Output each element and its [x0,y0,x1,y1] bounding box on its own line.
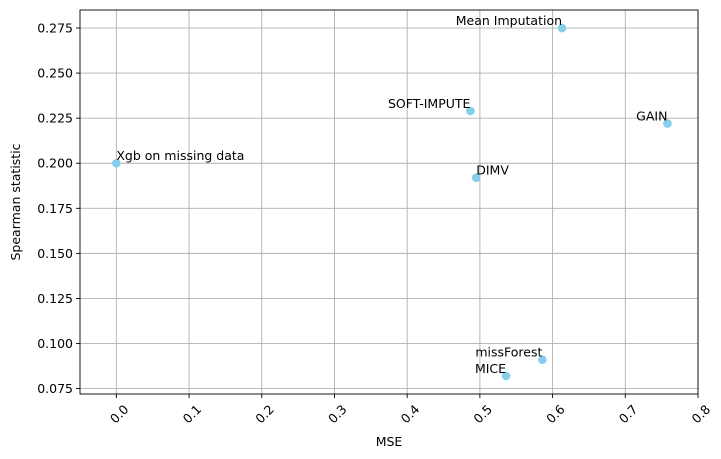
x-axis-ticks: 0.0 0.1 0.2 0.3 0.4 0.5 0.6 0.7 0.8 [107,394,713,426]
data-point [557,23,567,33]
x-tick-label: 0.7 [616,402,641,427]
data-point [471,173,481,182]
data-point [466,106,475,116]
data-point [538,355,547,365]
x-axis-title: MSE [376,434,403,449]
x-tick-label: 0.4 [398,402,423,427]
x-tick-label: 0.2 [252,402,277,427]
data-point [501,371,511,381]
point-label: SOFT-IMPUTE [388,96,471,111]
point-label: GAIN [636,109,667,124]
x-tick-label: 0.6 [543,402,568,427]
point-label: missForest [475,345,542,360]
y-tick-label: 0.250 [37,66,73,81]
y-tick-label: 0.275 [37,21,73,36]
y-tick-label: 0.200 [37,156,73,171]
x-tick-label: 0.5 [470,402,495,427]
x-tick-label: 0.8 [689,402,714,427]
data-point [663,119,672,128]
y-tick-label: 0.100 [37,336,73,351]
y-tick-label: 0.225 [37,111,73,126]
x-tick-label: 0.1 [180,402,205,427]
y-tick-label: 0.175 [37,201,73,216]
plot-frame [79,9,699,395]
y-tick-label: 0.150 [37,246,73,261]
point-labels: Xgb on missing data Mean Imputation SOFT-I… [116,13,667,376]
point-label: Xgb on missing data [116,148,244,163]
point-label: DIMV [476,163,509,178]
x-tick-label: 0.3 [325,402,350,427]
point-label: MICE [475,361,506,376]
y-axis-ticks: 0.075 0.100 0.125 0.150 0.175 0.200 0.225 0.250… [37,21,80,396]
grid [80,10,699,394]
data-point [112,158,121,168]
y-tick-label: 0.075 [37,381,73,396]
y-axis-title: Spearman statistic [8,143,23,260]
x-tick-label: 0.0 [107,402,132,427]
data-points [112,23,672,381]
y-tick-label: 0.125 [37,291,73,306]
point-label: Mean Imputation [456,13,562,28]
